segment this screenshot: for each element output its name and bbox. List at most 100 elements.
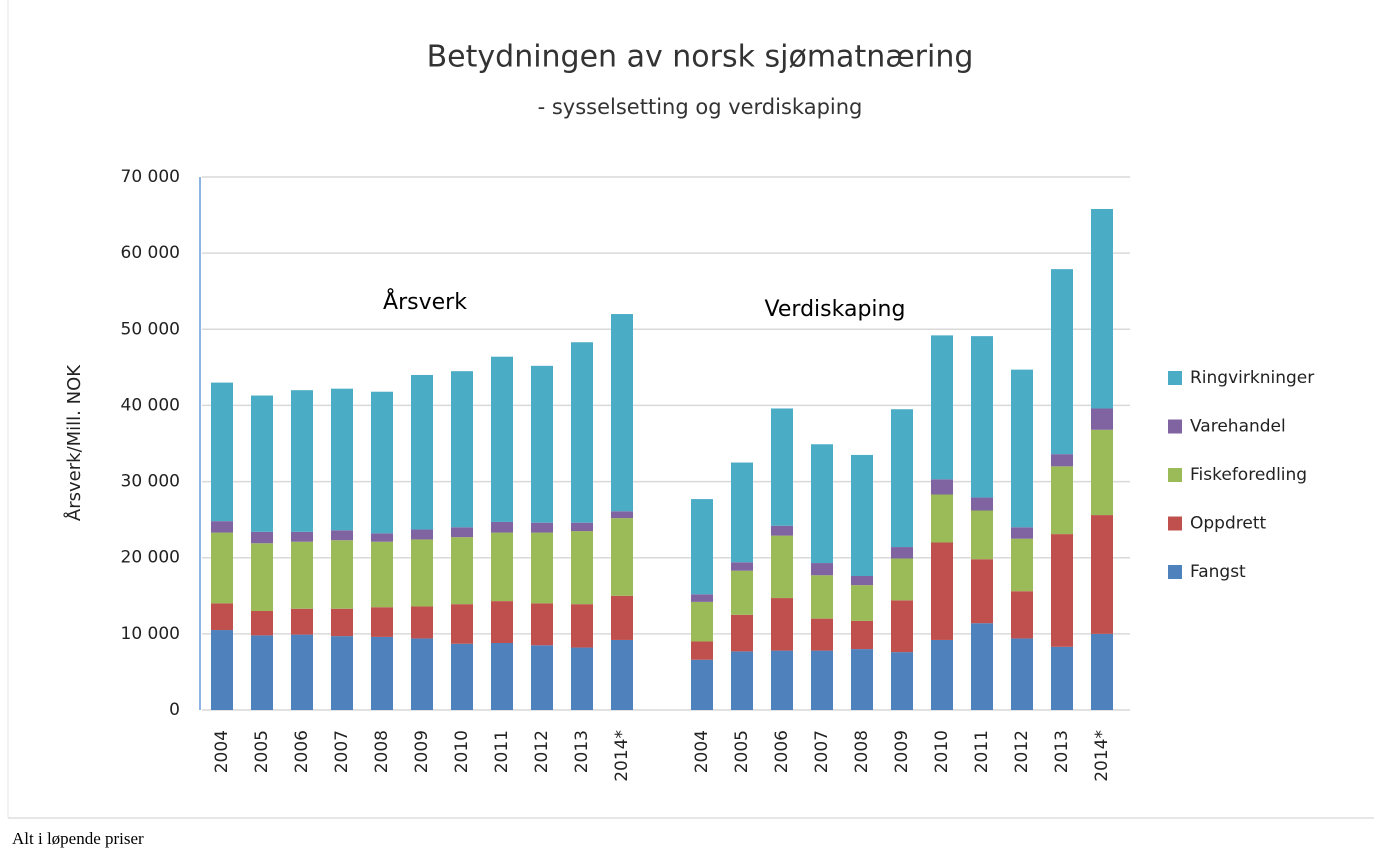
footnote: Alt i løpende priser: [12, 829, 144, 848]
x-tick-label: 2006: [292, 730, 312, 773]
y-tick-label: 40 000: [121, 395, 180, 415]
x-tick-label: 2010: [452, 730, 472, 773]
bar-segment: [411, 606, 433, 639]
bar-segment: [1051, 454, 1073, 467]
bar-segment: [491, 532, 513, 602]
bar-segment: [691, 499, 713, 595]
bar-segment: [731, 562, 753, 571]
bar-segment: [371, 636, 393, 710]
x-tick-label: 2013: [572, 730, 592, 773]
bar-segment: [571, 647, 593, 710]
y-tick-label: 0: [169, 700, 180, 720]
bar-segment: [251, 635, 273, 710]
bar-segment: [731, 462, 753, 563]
bar-segment: [931, 494, 953, 543]
bar-segment: [491, 356, 513, 522]
bar-segment: [611, 639, 633, 710]
bar-segment: [851, 649, 873, 710]
bar-segment: [611, 518, 633, 596]
bar-segment: [811, 575, 833, 619]
bar-segment: [891, 558, 913, 601]
bar-segment: [1011, 369, 1033, 528]
bar-segment: [451, 643, 473, 710]
bar-segment: [251, 543, 273, 612]
bar-segment: [291, 531, 313, 542]
bar-segment: [891, 600, 913, 653]
x-tick-label: 2012: [532, 730, 552, 773]
bar-segment: [531, 522, 553, 533]
x-tick-label: 2005: [252, 730, 272, 773]
x-tick-label: 2014*: [612, 730, 632, 782]
legend-label: Varehandel: [1190, 417, 1286, 437]
bar-segment: [1051, 646, 1073, 710]
bar-segment: [771, 525, 793, 536]
bar-segment: [451, 604, 473, 644]
bar-segment: [451, 537, 473, 605]
legend-label: Fangst: [1190, 562, 1246, 582]
bar-segment: [1091, 429, 1113, 516]
bar-segment: [611, 595, 633, 640]
bar-segment: [291, 541, 313, 609]
bar-segment: [1091, 515, 1113, 634]
bar-segment: [611, 511, 633, 519]
bar-segment: [531, 365, 553, 523]
bar-segment: [211, 382, 233, 522]
bar-segment: [891, 409, 913, 548]
chart-subtitle: - sysselsetting og verdiskaping: [538, 95, 863, 119]
x-tick-label: 2011: [492, 730, 512, 773]
bar-segment: [731, 614, 753, 652]
bar-segment: [411, 638, 433, 710]
bar-segment: [851, 585, 873, 621]
bar-segment: [331, 608, 353, 637]
bar-segment: [291, 634, 313, 710]
x-tick-label: 2012: [1012, 730, 1032, 773]
bar-segment: [211, 521, 233, 533]
bar-segment: [771, 408, 793, 526]
bar-segment: [251, 531, 273, 544]
bar-segment: [691, 641, 713, 660]
legend-swatch: [1168, 468, 1182, 482]
bar-segment: [971, 559, 993, 624]
bar-segment: [931, 335, 953, 480]
bar-segment: [531, 645, 553, 710]
legend-swatch: [1168, 516, 1182, 531]
x-tick-label: 2007: [812, 730, 832, 773]
bar-segment: [891, 652, 913, 710]
bar-segment: [1011, 591, 1033, 639]
x-tick-label: 2014*: [1092, 730, 1112, 782]
bar-segment: [1051, 466, 1073, 535]
x-tick-label: 2009: [892, 730, 912, 773]
bar-segment: [731, 570, 753, 615]
x-tick-label: 2005: [732, 730, 752, 773]
bar-segment: [411, 529, 433, 540]
legend-swatch: [1168, 419, 1182, 434]
legend-swatch: [1168, 371, 1182, 385]
bar-segment: [1011, 527, 1033, 539]
annotation: Verdiskaping: [765, 297, 906, 322]
bar-segment: [891, 547, 913, 559]
y-tick-label: 50 000: [121, 319, 180, 339]
bar-segment: [971, 497, 993, 511]
bar-segment: [1091, 408, 1113, 430]
y-tick-label: 30 000: [121, 472, 180, 492]
bar-segment: [571, 522, 593, 532]
bar-segment: [811, 444, 833, 564]
annotation-bg: [760, 292, 910, 328]
bar-segment: [931, 542, 953, 640]
x-tick-label: 2006: [772, 730, 792, 773]
bar-segment: [1011, 638, 1033, 710]
bar-segment: [771, 650, 793, 710]
bar-segment: [971, 336, 993, 498]
bar-segment: [491, 521, 513, 533]
bar-segment: [331, 530, 353, 541]
bar-segment: [851, 575, 873, 586]
bar-segment: [771, 535, 793, 599]
bar-segment: [691, 659, 713, 710]
bar-segment: [291, 390, 313, 532]
bar-segment: [971, 623, 993, 710]
bar-segment: [451, 527, 473, 538]
bar-segment: [251, 395, 273, 532]
bar-segment: [411, 539, 433, 607]
bar-segment: [251, 611, 273, 636]
